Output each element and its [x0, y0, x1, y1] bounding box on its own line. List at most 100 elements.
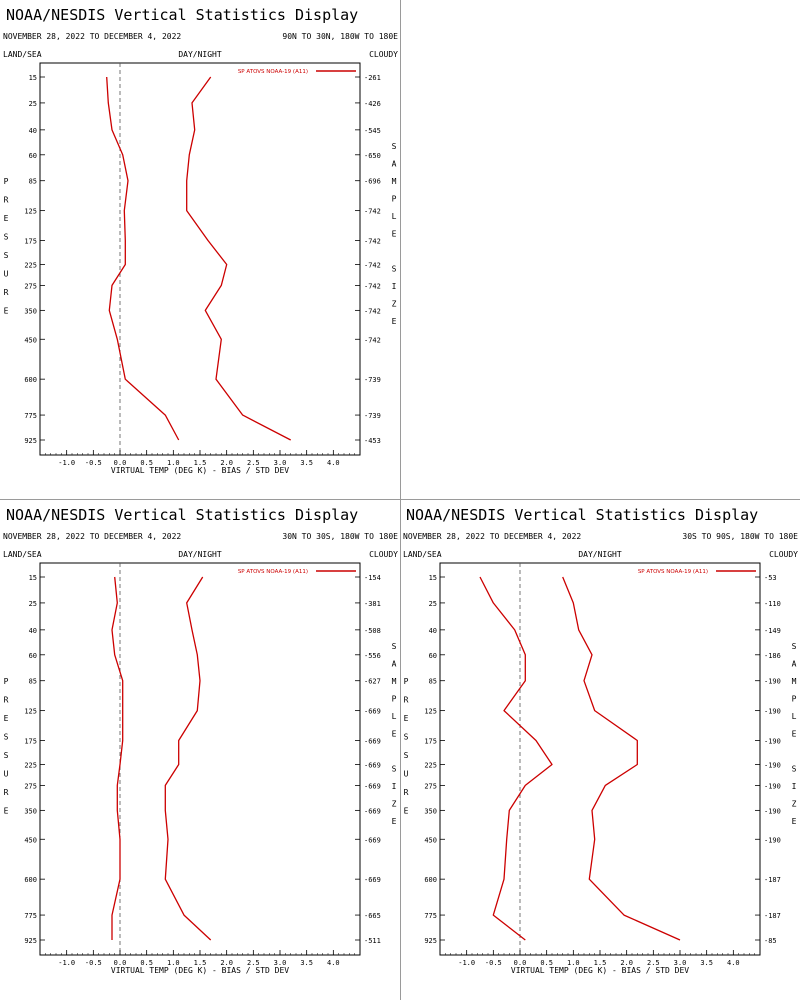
- sample-size-label: -508: [364, 627, 381, 635]
- pressure-level-label: 275: [24, 282, 37, 290]
- sample-size-label: -739: [364, 376, 381, 384]
- sample-size-label: -511: [364, 937, 381, 945]
- sample-size-label: -426: [364, 100, 381, 108]
- land-sea-label: LAND/SEA: [3, 50, 42, 59]
- day-night-label: DAY/NIGHT: [578, 550, 622, 559]
- chart-svg-90n-30n: NOAA/NESDIS Vertical Statistics Display N…: [3, 6, 398, 475]
- date-range: NOVEMBER 28, 2022 TO DECEMBER 4, 2022: [403, 532, 581, 541]
- x-tick-label: 0.0: [514, 959, 527, 967]
- x-tick-label: -0.5: [485, 959, 502, 967]
- sample-size-label: -187: [764, 876, 781, 884]
- x-tick-label: 0.5: [540, 959, 553, 967]
- pressure-letter: R: [4, 788, 9, 797]
- sample-size-letter: P: [792, 695, 797, 704]
- x-tick-label: 3.0: [274, 459, 287, 467]
- sample-size-label: -669: [364, 738, 381, 746]
- pressure-level-label: 175: [24, 238, 37, 246]
- x-tick-label: 0.5: [140, 459, 153, 467]
- sample-size-label: -739: [364, 412, 381, 420]
- pressure-level-label: 175: [424, 738, 437, 746]
- sample-size-label: -190: [764, 782, 781, 790]
- x-axis-label: VIRTUAL TEMP (DEG K) - BIAS / STD DEV: [111, 466, 289, 475]
- chart-title: NOAA/NESDIS Vertical Statistics Display: [406, 506, 758, 524]
- legend-text: SP ATOVS NOAA-19 (A11): [238, 569, 308, 575]
- x-tick-label: 3.0: [274, 959, 287, 967]
- plot-frame: [439, 562, 761, 956]
- sample-size-letter: S: [792, 765, 797, 774]
- date-range: NOVEMBER 28, 2022 TO DECEMBER 4, 2022: [3, 532, 181, 541]
- sample-size-label: -742: [364, 238, 381, 246]
- x-tick-label: 2.0: [220, 959, 233, 967]
- x-tick-label: -1.0: [458, 959, 475, 967]
- pressure-level-label: 60: [429, 652, 437, 660]
- sample-size-label: -190: [764, 708, 781, 716]
- sample-size-label: -665: [364, 912, 381, 920]
- x-tick-label: 1.5: [594, 959, 607, 967]
- pressure-letter: E: [4, 807, 9, 816]
- sample-size-letter: S: [392, 142, 397, 151]
- sample-size-label: -742: [364, 208, 381, 216]
- pressure-level-label: 775: [424, 912, 437, 920]
- x-tick-label: 4.0: [327, 459, 340, 467]
- pressure-level-label: 225: [24, 761, 37, 769]
- pressure-letter: R: [4, 696, 9, 705]
- pressure-letter: S: [404, 733, 409, 742]
- sample-size-label: -53: [764, 574, 777, 582]
- x-tick-label: 2.0: [620, 959, 633, 967]
- sample-size-letter: I: [792, 782, 797, 791]
- sample-size-letter: L: [392, 712, 397, 721]
- chart-svg-30s-90s: NOAA/NESDIS Vertical Statistics Display N…: [403, 506, 798, 975]
- sample-size-label: -742: [364, 307, 381, 315]
- pressure-letter: E: [4, 307, 9, 316]
- x-tick-label: 3.0: [674, 959, 687, 967]
- x-tick-label: 1.0: [167, 459, 180, 467]
- x-tick-label: 0.0: [114, 459, 127, 467]
- sample-size-letter: M: [792, 677, 797, 686]
- pressure-level-label: 15: [29, 74, 37, 82]
- pressure-level-label: 925: [24, 437, 37, 445]
- sample-size-letter: Z: [392, 800, 397, 809]
- pressure-level-label: 275: [424, 782, 437, 790]
- pressure-letter: P: [404, 677, 409, 686]
- pressure-level-label: 40: [429, 627, 437, 635]
- region-label: 90N TO 30N, 180W TO 180E: [282, 32, 398, 41]
- plot-frame: [39, 62, 361, 456]
- x-tick-label: 1.0: [567, 959, 580, 967]
- sample-size-label: -669: [364, 836, 381, 844]
- sample-size-letter: A: [392, 160, 397, 169]
- sample-size-letter: E: [392, 317, 397, 326]
- series-line-std_dev: [186, 76, 291, 441]
- x-tick-label: -1.0: [58, 459, 75, 467]
- pressure-letter: P: [4, 677, 9, 686]
- legend-text: SP ATOVS NOAA-19 (A11): [638, 569, 708, 575]
- pressure-letter: P: [4, 177, 9, 186]
- pressure-letter: E: [404, 714, 409, 723]
- series-line-bias: [479, 576, 553, 941]
- sample-size-label: -545: [364, 127, 381, 135]
- pressure-level-label: 125: [24, 708, 37, 716]
- sample-size-label: -154: [364, 574, 381, 582]
- sample-size-letter: M: [392, 177, 397, 186]
- pressure-letter: R: [404, 788, 409, 797]
- x-tick-label: 4.0: [727, 959, 740, 967]
- pressure-level-label: 450: [24, 336, 37, 344]
- pressure-level-label: 275: [24, 782, 37, 790]
- date-range: NOVEMBER 28, 2022 TO DECEMBER 4, 2022: [3, 32, 181, 41]
- plot-frame: [39, 562, 361, 956]
- chart-panel-30s-90s: NOAA/NESDIS Vertical Statistics Display N…: [400, 500, 800, 1000]
- sample-size-letter: E: [392, 817, 397, 826]
- x-tick-label: 2.5: [647, 959, 660, 967]
- legend-text: SP ATOVS NOAA-19 (A11): [238, 69, 308, 75]
- cloudy-label: CLOUDY: [369, 550, 398, 559]
- x-tick-label: 2.5: [247, 959, 260, 967]
- sample-size-label: -669: [364, 782, 381, 790]
- series-line-bias: [106, 76, 180, 441]
- pressure-level-label: 25: [29, 600, 37, 608]
- sample-size-label: -696: [364, 178, 381, 186]
- pressure-letter: U: [4, 270, 9, 279]
- pressure-level-label: 600: [24, 376, 37, 384]
- sample-size-label: -669: [364, 876, 381, 884]
- pressure-letter: S: [404, 751, 409, 760]
- pressure-level-label: 600: [24, 876, 37, 884]
- pressure-level-label: 15: [29, 574, 37, 582]
